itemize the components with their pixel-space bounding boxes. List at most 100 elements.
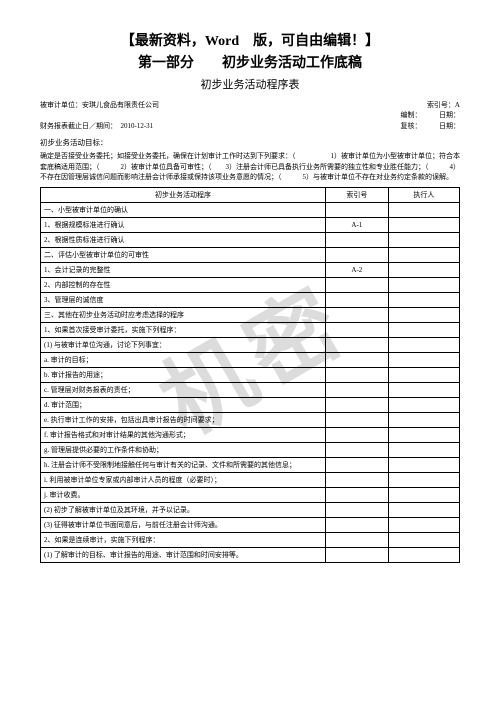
index-cell xyxy=(325,382,388,397)
reviewer: 复核： 日期： xyxy=(401,121,461,131)
executor-cell xyxy=(388,502,459,517)
table-row: 3、管理层的诚信度 xyxy=(41,292,460,307)
executor-cell xyxy=(388,487,459,502)
table-row: (1) 与被审计单位沟通，讨论下列事宜： xyxy=(41,337,460,352)
index-cell xyxy=(325,352,388,367)
title-main: 【最新资料，Word 版，可自由编辑！】 xyxy=(40,30,460,50)
executor-cell xyxy=(388,442,459,457)
objective-label: 初步业务活动目标： xyxy=(40,137,460,148)
executor-cell xyxy=(388,232,459,247)
procedure-cell: (1) 了解审计的目标、审计报告的用途、审计范围和时间安排等。 xyxy=(41,547,326,562)
objective-narrative: 确定是否接受业务委托；如接受业务委托，确保在计划审计工作时达到下列要求：（ 1）… xyxy=(40,151,460,183)
procedure-cell: (1) 与被审计单位沟通，讨论下列事宜： xyxy=(41,337,326,352)
table-row: (3) 征得被审计单位书面同意后，与前任注册会计师沟通。 xyxy=(41,517,460,532)
index-cell xyxy=(325,517,388,532)
executor-cell xyxy=(388,457,459,472)
executor-cell xyxy=(388,277,459,292)
header-index: 索引号 xyxy=(325,187,388,202)
index-cell xyxy=(325,202,388,217)
executor-cell xyxy=(388,307,459,322)
executor-cell xyxy=(388,532,459,547)
procedure-table: 初步业务活动程序 索引号 执行人 一、小型被审计单位的确认1、根据规模标准进行确… xyxy=(40,187,460,563)
table-row: i. 利用被审计单位专家或内部审计人员的程度（必要时）； xyxy=(41,472,460,487)
procedure-cell: 2、内部控制的存在性 xyxy=(41,277,326,292)
procedure-cell: c. 管理层对财务报表的责任； xyxy=(41,382,326,397)
table-row: f. 审计报告格式和对审计结果的其他沟通形式； xyxy=(41,427,460,442)
executor-cell xyxy=(388,547,459,562)
executor-cell xyxy=(388,517,459,532)
procedure-cell: 1、根据规模标准进行确认 xyxy=(41,217,326,232)
index-cell xyxy=(325,457,388,472)
table-row: 1、会计记录的完整性A-2 xyxy=(41,262,460,277)
procedure-cell: 二、评估小型被审计单位的可审性 xyxy=(41,247,326,262)
executor-cell xyxy=(388,322,459,337)
table-row: c. 管理层对财务报表的责任； xyxy=(41,382,460,397)
title-sub: 第一部分 初步业务活动工作底稿 xyxy=(40,52,460,72)
table-row: j. 审计收费。 xyxy=(41,487,460,502)
executor-cell xyxy=(388,202,459,217)
index-cell xyxy=(325,532,388,547)
index-cell xyxy=(325,247,388,262)
index-cell: A-2 xyxy=(325,262,388,277)
executor-cell xyxy=(388,472,459,487)
index-cell xyxy=(325,232,388,247)
index-cell xyxy=(325,292,388,307)
procedure-cell: 一、小型被审计单位的确认 xyxy=(41,202,326,217)
table-row: 三、其他在初步业务活动时应考虑选择的程序 xyxy=(41,307,460,322)
table-row: 二、评估小型被审计单位的可审性 xyxy=(41,247,460,262)
executor-cell xyxy=(388,427,459,442)
procedure-cell: 1、会计记录的完整性 xyxy=(41,262,326,277)
table-row: 2、内部控制的存在性 xyxy=(41,277,460,292)
index-cell xyxy=(325,337,388,352)
document-content: 【最新资料，Word 版，可自由编辑！】 第一部分 初步业务活动工作底稿 初步业… xyxy=(40,30,460,563)
header-procedure: 初步业务活动程序 xyxy=(41,187,326,202)
header-row-1: 被审计单位：安琪儿食品有限责任公司 索引号：A 编制： 日期： xyxy=(40,100,460,120)
executor-cell xyxy=(388,412,459,427)
procedure-cell: e. 执行审计工作的安排，包括出具审计报告的时间要求； xyxy=(41,412,326,427)
procedure-cell: 2、如果是连续审计，实施下列程序： xyxy=(41,532,326,547)
procedure-cell: i. 利用被审计单位专家或内部审计人员的程度（必要时）； xyxy=(41,472,326,487)
title-table: 初步业务活动程序表 xyxy=(40,76,460,92)
table-row: d. 审计范围； xyxy=(41,397,460,412)
table-row: a. 审计的目标； xyxy=(41,352,460,367)
procedure-cell: (3) 征得被审计单位书面同意后，与前任注册会计师沟通。 xyxy=(41,517,326,532)
index-cell xyxy=(325,442,388,457)
executor-cell xyxy=(388,352,459,367)
table-row: g. 管理层提供必要的工作条件和协助； xyxy=(41,442,460,457)
executor-cell xyxy=(388,247,459,262)
index-cell xyxy=(325,487,388,502)
table-row: 2、如果是连续审计，实施下列程序： xyxy=(41,532,460,547)
index-cell xyxy=(325,427,388,442)
audited-entity: 被审计单位：安琪儿食品有限责任公司 xyxy=(40,100,401,120)
index-cell xyxy=(325,397,388,412)
procedure-cell: (2) 初步了解被审计单位及其环境，并予以记录。 xyxy=(41,502,326,517)
procedure-cell: d. 审计范围； xyxy=(41,397,326,412)
table-row: h. 注册会计师不受限制地接触任何与审计有关的记录、文件和所需要的其他信息； xyxy=(41,457,460,472)
index-cell: A-1 xyxy=(325,217,388,232)
executor-cell xyxy=(388,337,459,352)
procedure-cell: j. 审计收费。 xyxy=(41,487,326,502)
executor-cell xyxy=(388,217,459,232)
header-row-2: 财务报表截止日／期间： 2010-12-31 复核： 日期： xyxy=(40,121,460,131)
index-cell xyxy=(325,367,388,382)
executor-cell xyxy=(388,262,459,277)
procedure-cell: 3、管理层的诚信度 xyxy=(41,292,326,307)
index-compiler: 索引号：A 编制： 日期： xyxy=(401,100,461,120)
executor-cell xyxy=(388,397,459,412)
report-period: 财务报表截止日／期间： 2010-12-31 xyxy=(40,121,401,131)
procedure-cell: g. 管理层提供必要的工作条件和协助； xyxy=(41,442,326,457)
executor-cell xyxy=(388,292,459,307)
index-cell xyxy=(325,322,388,337)
procedure-cell: b. 审计报告的用途； xyxy=(41,367,326,382)
procedure-cell: h. 注册会计师不受限制地接触任何与审计有关的记录、文件和所需要的其他信息； xyxy=(41,457,326,472)
executor-cell xyxy=(388,382,459,397)
index-cell xyxy=(325,472,388,487)
index-cell xyxy=(325,412,388,427)
index-cell xyxy=(325,547,388,562)
table-row: e. 执行审计工作的安排，包括出具审计报告的时间要求； xyxy=(41,412,460,427)
procedure-cell: 1、如果首次接受审计委托，实施下列程序： xyxy=(41,322,326,337)
procedure-cell: 2、根据性质标准进行确认 xyxy=(41,232,326,247)
table-row: 2、根据性质标准进行确认 xyxy=(41,232,460,247)
index-cell xyxy=(325,502,388,517)
procedure-cell: 三、其他在初步业务活动时应考虑选择的程序 xyxy=(41,307,326,322)
